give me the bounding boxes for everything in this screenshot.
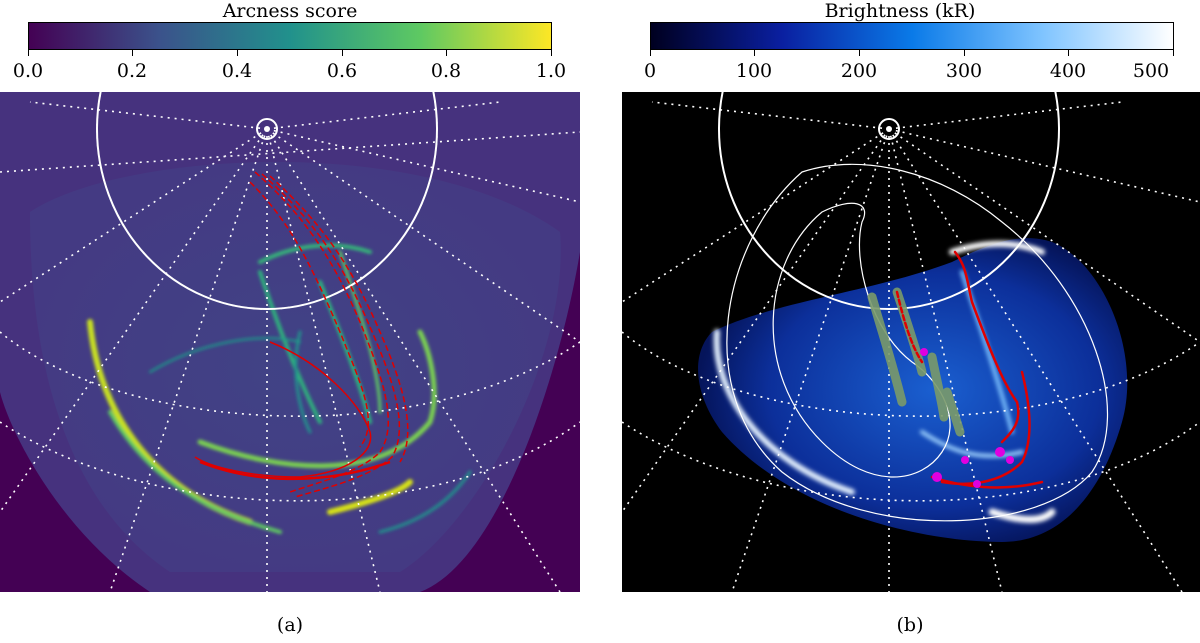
colorbar-a-label: 0.6 bbox=[326, 60, 358, 82]
grid-meridian bbox=[266, 128, 580, 203]
traced-arc-solid bbox=[194, 341, 372, 478]
bright-arc bbox=[713, 329, 855, 495]
arc-feature bbox=[197, 329, 437, 469]
lat-lon-grid bbox=[622, 101, 1200, 592]
colorbar-a-label: 0.4 bbox=[221, 60, 253, 82]
colorbar-b-tick bbox=[650, 50, 651, 56]
reference-circle bbox=[718, 92, 1060, 310]
arc-feature bbox=[294, 330, 312, 434]
colorbar-title-a: Arcness score bbox=[222, 0, 358, 22]
model-oval-outer bbox=[726, 163, 1109, 522]
event-marker bbox=[995, 447, 1005, 457]
green-feature bbox=[942, 387, 965, 437]
arc-feature bbox=[149, 337, 301, 373]
colorbar-b-tick bbox=[1068, 50, 1069, 56]
colorbar-b-tick bbox=[1173, 50, 1174, 56]
model-contours bbox=[726, 163, 1109, 522]
colorbar-a bbox=[28, 22, 552, 50]
grid-latitude bbox=[0, 331, 580, 417]
grid-latitude bbox=[622, 331, 1200, 417]
grid-meridian bbox=[651, 101, 890, 130]
traced-arc-dashed bbox=[895, 290, 924, 364]
bright-arc bbox=[920, 430, 1024, 458]
event-markers bbox=[920, 348, 1014, 488]
bright-arc bbox=[949, 240, 1045, 255]
colorbar-b-label: 400 bbox=[1049, 60, 1087, 82]
colorbar-a-label: 0.0 bbox=[12, 60, 44, 82]
traced-arc-dashed bbox=[249, 181, 369, 448]
panel-b: Brightness (kR) 0 100 200 300 400 500 bbox=[600, 0, 1200, 643]
colorbar-b-tick bbox=[754, 50, 755, 56]
bright-arc bbox=[988, 508, 1056, 523]
colorbar-a-tick bbox=[446, 50, 447, 56]
colorbar-b-label: 100 bbox=[735, 60, 773, 82]
colorbar-b-label: 500 bbox=[1132, 60, 1170, 82]
colorbar-b-tick bbox=[964, 50, 965, 56]
traced-arcs bbox=[895, 250, 1044, 489]
grid-meridian bbox=[622, 128, 890, 513]
pole-marker bbox=[878, 118, 900, 140]
colorbar-a-tick bbox=[132, 50, 133, 56]
colorbar-a-label: 0.2 bbox=[116, 60, 148, 82]
colorbar-a-label: 0.8 bbox=[430, 60, 462, 82]
colorbar-a-tick bbox=[28, 50, 29, 56]
arc-feature bbox=[378, 470, 472, 534]
colorbar-b-label: 200 bbox=[840, 60, 878, 82]
traced-arc-dashed bbox=[261, 173, 400, 498]
traced-arc-dashed bbox=[269, 175, 409, 463]
arc-feature bbox=[258, 270, 322, 424]
traced-arc-solid bbox=[199, 460, 391, 481]
colorbar-b-label: 300 bbox=[945, 60, 983, 82]
pole-center bbox=[264, 126, 270, 132]
grid-meridian bbox=[888, 128, 1183, 592]
colorbar-b bbox=[650, 22, 1174, 50]
colorbar-b-tick bbox=[859, 50, 860, 56]
colorbar-b-label: 0 bbox=[643, 60, 657, 82]
traced-arc bbox=[930, 475, 1044, 489]
pole-center bbox=[886, 126, 892, 132]
traced-arcs bbox=[194, 171, 409, 498]
colorbar-a-tick bbox=[551, 50, 552, 56]
grid-meridian bbox=[888, 128, 1200, 203]
grid-meridian bbox=[888, 128, 1003, 592]
event-marker bbox=[1006, 456, 1014, 464]
traced-arc bbox=[940, 370, 1031, 486]
grid-latitude bbox=[0, 131, 580, 173]
brightness-map bbox=[622, 92, 1200, 592]
colorbar-a-tick bbox=[342, 50, 343, 56]
green-feature bbox=[927, 352, 949, 422]
traced-arc bbox=[953, 250, 1020, 444]
colorbar-a-label: 1.0 bbox=[535, 60, 567, 82]
pole-marker bbox=[256, 118, 278, 140]
caption-a: (a) bbox=[276, 614, 304, 636]
event-marker bbox=[920, 348, 928, 356]
arc-feature bbox=[258, 243, 372, 264]
arcness-map bbox=[0, 92, 580, 592]
green-feature bbox=[867, 292, 907, 407]
colorbar-a-tick bbox=[237, 50, 238, 56]
arc-feature bbox=[327, 479, 413, 515]
panel-a: Arcness score 0.0 0.2 0.4 0.6 0.8 1.0 bbox=[0, 0, 580, 636]
event-marker bbox=[932, 472, 942, 482]
grid-meridian bbox=[29, 101, 268, 130]
arc-feature bbox=[318, 280, 372, 424]
grid-meridian bbox=[731, 128, 890, 592]
event-marker bbox=[961, 456, 969, 464]
reference-circle bbox=[96, 92, 438, 310]
auroral-emission bbox=[698, 238, 1128, 542]
grid-meridian bbox=[266, 128, 381, 592]
colorbar-title-b: Brightness (kR) bbox=[824, 0, 976, 22]
event-marker bbox=[973, 480, 981, 488]
model-oval-inner bbox=[772, 202, 951, 478]
grid-meridian bbox=[266, 128, 580, 343]
grid-meridian bbox=[109, 128, 268, 592]
grid-meridian bbox=[266, 128, 561, 592]
grid-meridian bbox=[0, 128, 268, 513]
caption-b: (b) bbox=[896, 614, 924, 636]
